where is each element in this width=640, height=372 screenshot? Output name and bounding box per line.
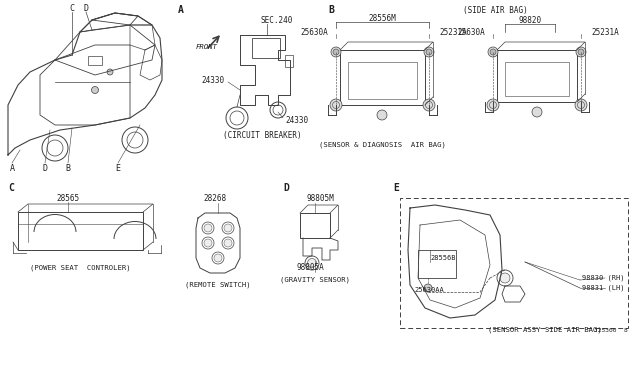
Text: B: B — [65, 164, 70, 173]
Text: 98831 (LH): 98831 (LH) — [582, 285, 625, 291]
Text: (CIRCUIT BREAKER): (CIRCUIT BREAKER) — [223, 131, 301, 140]
Text: C: C — [8, 183, 14, 193]
Circle shape — [224, 239, 232, 247]
Circle shape — [330, 99, 342, 111]
Bar — [300, 213, 330, 238]
Text: B: B — [328, 5, 334, 15]
Text: D: D — [83, 3, 88, 13]
Circle shape — [424, 284, 432, 292]
Bar — [505, 62, 569, 96]
Text: 98830 (RH): 98830 (RH) — [582, 275, 625, 281]
Circle shape — [575, 99, 587, 111]
Bar — [497, 50, 577, 102]
Bar — [88, 56, 102, 65]
Text: 24330: 24330 — [202, 76, 225, 84]
Text: 28565: 28565 — [56, 193, 79, 202]
Text: 25630A: 25630A — [457, 28, 485, 36]
Circle shape — [333, 49, 339, 55]
Circle shape — [578, 49, 584, 55]
Bar — [348, 62, 417, 99]
Text: 98805A: 98805A — [296, 263, 324, 273]
Text: 28268: 28268 — [204, 193, 227, 202]
Text: 28556M: 28556M — [368, 13, 396, 22]
Circle shape — [576, 47, 586, 57]
Bar — [418, 250, 456, 278]
Circle shape — [377, 110, 387, 120]
Circle shape — [424, 47, 434, 57]
Circle shape — [426, 49, 432, 55]
Circle shape — [532, 107, 542, 117]
Text: (SENSOR & DIAGNOSIS  AIR BAG): (SENSOR & DIAGNOSIS AIR BAG) — [319, 142, 445, 148]
Text: 25630AA: 25630AA — [414, 287, 444, 293]
Circle shape — [307, 259, 317, 267]
Circle shape — [204, 239, 212, 247]
Circle shape — [107, 69, 113, 75]
Text: 24330: 24330 — [285, 115, 308, 125]
Circle shape — [490, 49, 496, 55]
Text: C: C — [70, 3, 74, 13]
Bar — [18, 212, 143, 250]
Text: E: E — [115, 164, 120, 173]
Text: 28556B: 28556B — [430, 255, 456, 261]
Circle shape — [487, 99, 499, 111]
Text: (REMOTE SWITCH): (REMOTE SWITCH) — [185, 282, 251, 288]
Circle shape — [92, 87, 99, 93]
Text: 25231A: 25231A — [591, 28, 619, 36]
Circle shape — [500, 273, 510, 283]
Text: SEC.240: SEC.240 — [261, 16, 293, 25]
Circle shape — [204, 224, 212, 232]
Bar — [285, 55, 293, 67]
Bar — [340, 50, 425, 105]
Circle shape — [488, 47, 498, 57]
Circle shape — [214, 254, 222, 262]
Circle shape — [423, 99, 435, 111]
Text: (GRAVITY SENSOR): (GRAVITY SENSOR) — [280, 277, 350, 283]
Text: (SIDE AIR BAG): (SIDE AIR BAG) — [463, 6, 527, 15]
Text: J25300  8: J25300 8 — [595, 327, 628, 333]
Circle shape — [224, 224, 232, 232]
Text: E: E — [393, 183, 399, 193]
Text: D: D — [42, 164, 47, 173]
Bar — [252, 38, 280, 58]
Text: A: A — [178, 5, 184, 15]
Text: 98805M: 98805M — [306, 193, 334, 202]
Text: (SENSOR ASSY SIDE AIR BAG): (SENSOR ASSY SIDE AIR BAG) — [488, 327, 602, 333]
Circle shape — [331, 47, 341, 57]
Text: FRONT: FRONT — [196, 44, 218, 50]
Bar — [400, 198, 628, 328]
Text: A: A — [10, 164, 15, 173]
Text: (POWER SEAT  CONTROLER): (POWER SEAT CONTROLER) — [29, 265, 131, 271]
Text: 25231A: 25231A — [439, 28, 467, 36]
Text: 25630A: 25630A — [300, 28, 328, 36]
Text: D: D — [283, 183, 289, 193]
Text: 98820: 98820 — [518, 16, 541, 25]
